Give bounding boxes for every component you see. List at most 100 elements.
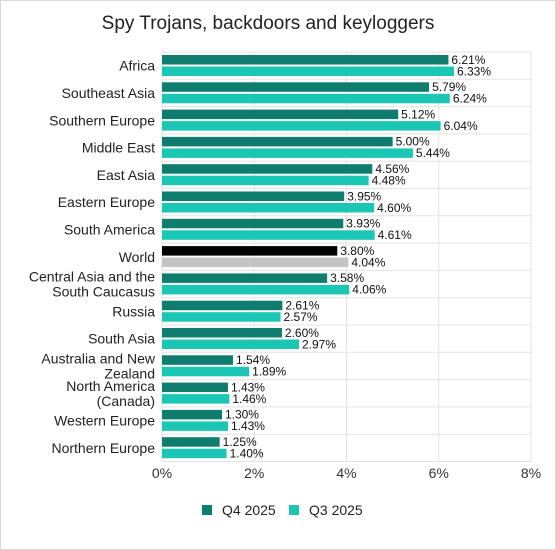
bar-q4 [162, 164, 373, 174]
data-label: 1.89% [252, 365, 286, 379]
bar-q3 [162, 339, 299, 349]
data-label: 2.60% [285, 326, 319, 340]
category-label: Africa [119, 58, 155, 74]
bar-q3 [162, 203, 375, 213]
data-label: 5.44% [416, 146, 450, 160]
data-label: 6.33% [457, 64, 491, 78]
bar-q4 [162, 409, 222, 420]
grid-lines [161, 51, 532, 462]
data-label: 3.80% [340, 244, 374, 258]
data-label: 4.56% [375, 162, 409, 176]
category-label-line: Southern Europe [49, 112, 155, 128]
category-label: Central Asia and the South Caucasus [29, 269, 155, 300]
data-label: 1.43% [231, 380, 265, 394]
data-label: 1.54% [236, 353, 270, 367]
category-label-line: Northern Europe [51, 440, 155, 456]
x-tick-label: 0% [152, 465, 172, 481]
category-label-line: (Canada) [97, 393, 155, 409]
category-label-line: Eastern Europe [58, 194, 155, 210]
x-tick-label: 4% [336, 465, 356, 481]
category-label-line: South Asia [88, 331, 155, 347]
data-label: 1.43% [231, 419, 265, 433]
bar-q4 [162, 437, 220, 447]
data-label: 3.58% [330, 271, 364, 285]
bar-q4 [162, 273, 328, 283]
bar-q4 [162, 55, 449, 65]
bar-q4 [162, 82, 430, 92]
legend-label: Q4 2025 [222, 502, 276, 518]
data-label: 3.93% [346, 217, 380, 231]
data-label: 1.46% [232, 392, 266, 406]
legend-label: Q3 2025 [309, 502, 363, 518]
data-label: 4.04% [351, 255, 385, 269]
legend: Q4 2025 Q3 2025 [202, 502, 363, 518]
bar-q4 [162, 218, 344, 229]
category-label-line: Russia [112, 303, 155, 319]
bar-q4 [162, 136, 393, 147]
bar-q3 [162, 230, 375, 240]
category-label: East Asia [97, 167, 156, 183]
category-label: Northern Europe [51, 440, 155, 456]
category-label-line: Middle East [82, 140, 155, 156]
bar-q3 [162, 66, 454, 76]
category-label-line: Africa [119, 58, 155, 74]
data-label: 2.61% [285, 298, 319, 312]
category-label: Russia [112, 303, 155, 319]
data-label: 5.79% [432, 80, 466, 94]
legend-swatch [289, 505, 299, 515]
data-label: 5.12% [401, 107, 435, 121]
bar-q4 [162, 328, 282, 338]
category-label-line: East Asia [97, 167, 156, 183]
data-label: 6.21% [451, 53, 485, 67]
bar-q4 [162, 382, 228, 393]
x-tick-label: 2% [244, 465, 264, 481]
bar-q3 [162, 284, 350, 295]
category-label-line: Central Asia and the [29, 269, 155, 285]
category-label: South America [64, 221, 155, 237]
category-label: World [119, 249, 155, 265]
chart-title: Spy Trojans, backdoors and keyloggers [102, 13, 435, 34]
category-label-line: World [119, 249, 155, 265]
category-label: Southern Europe [49, 112, 155, 128]
category-label-line: South Caucasus [52, 284, 155, 300]
category-label: Western Europe [54, 413, 155, 429]
category-label-line: Australia and New [41, 350, 156, 366]
bar-q3 [162, 121, 441, 131]
bar-q4 [162, 191, 345, 201]
data-label: 1.30% [225, 408, 259, 422]
bar-q3 [162, 448, 227, 459]
bar-q3 [162, 148, 413, 158]
bar-q4 [162, 355, 234, 365]
data-label: 2.57% [284, 310, 318, 324]
data-label: 4.48% [372, 173, 406, 187]
category-label: Eastern Europe [58, 194, 155, 210]
bar-q3 [162, 93, 450, 104]
data-label: 2.97% [302, 337, 336, 351]
data-label: 3.95% [347, 189, 381, 203]
x-tick-label: 8% [521, 465, 541, 481]
labels-layer: Africa Southeast Asia Southern Europe Middl… [29, 53, 491, 461]
data-label: 1.25% [223, 435, 257, 449]
bar-q3 [162, 175, 369, 186]
category-label: North America (Canada) [66, 378, 155, 409]
bar-q3 [162, 394, 230, 404]
category-label: Southeast Asia [62, 85, 156, 101]
data-label: 6.24% [453, 92, 487, 106]
data-label: 4.06% [352, 283, 386, 297]
legend-swatch [202, 505, 212, 515]
data-label: 5.00% [396, 135, 430, 149]
category-label-line: Western Europe [54, 413, 155, 429]
data-label: 4.60% [377, 201, 411, 215]
data-label: 1.40% [230, 446, 264, 460]
x-tick-label: 6% [429, 465, 449, 481]
bar-q3 [162, 312, 281, 322]
bar-q3 [162, 366, 250, 377]
category-label-line: Zealand [104, 365, 155, 381]
category-label-line: Southeast Asia [62, 85, 156, 101]
data-label: 4.61% [378, 228, 412, 242]
bar-q3 [162, 257, 349, 268]
category-label-line: South America [64, 221, 155, 237]
bar-q4 [162, 300, 283, 311]
